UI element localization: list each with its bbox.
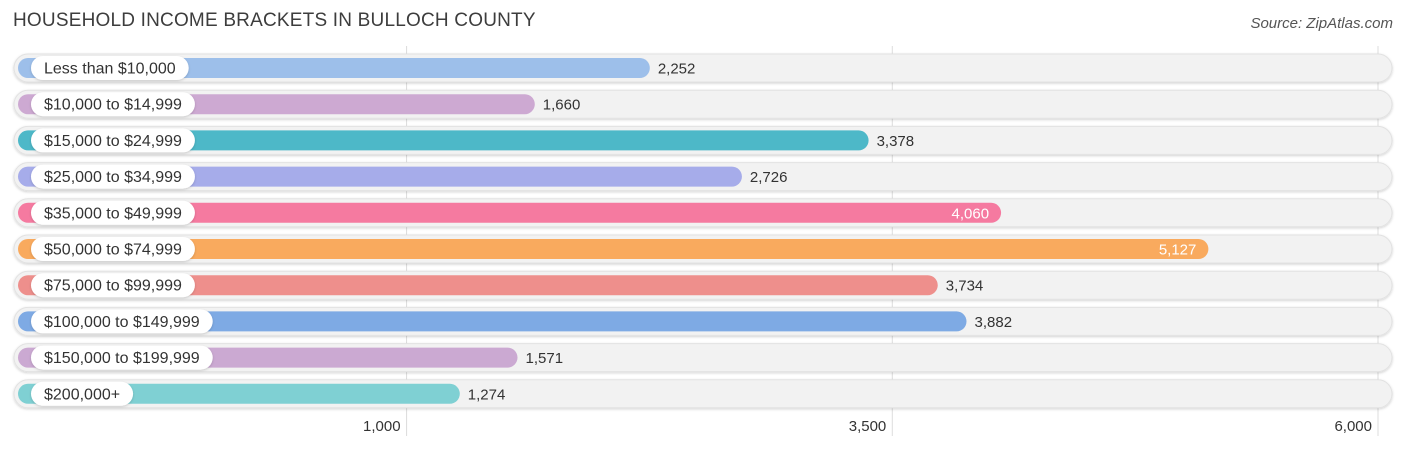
bar [18,130,869,151]
value-label: 4,060 [952,205,990,222]
value-label: 1,660 [543,97,581,114]
x-tick-label: 6,000 [1334,418,1372,435]
value-label: 2,252 [658,61,696,78]
value-label: 3,378 [877,133,915,150]
category-pill [31,345,213,370]
bar [18,166,742,187]
category-label: $10,000 to $14,999 [44,97,182,114]
bar-row: $75,000 to $99,999 3,734 [13,270,1393,300]
bar-row: $200,000+ 1,274 [13,379,1393,409]
category-label: $150,000 to $199,999 [44,350,200,367]
chart-source: Source: ZipAtlas.com [1250,15,1393,32]
category-pill [31,92,195,117]
category-pill [31,200,195,225]
category-pill [31,164,195,189]
bar-row: $35,000 to $49,999 4,060 [13,198,1393,228]
bar [18,239,1209,259]
category-pill [31,381,134,406]
bar-row: $100,000 to $149,999 3,882 [13,306,1393,336]
x-tick-label: 1,000 [363,418,401,435]
bar-row: $10,000 to $14,999 1,660 [13,89,1393,119]
value-label: 2,726 [750,169,788,186]
category-label: $15,000 to $24,999 [44,133,182,150]
bar [18,202,1002,223]
value-label: 1,571 [526,350,564,367]
value-label: 3,734 [946,278,984,295]
category-pill [31,309,213,334]
bar-row: Less than $10,000 2,252 [13,53,1393,83]
category-label: $100,000 to $149,999 [44,314,200,331]
category-label: $200,000+ [44,386,120,403]
category-label: Less than $10,000 [44,61,176,78]
bar [18,311,967,332]
category-label: $25,000 to $34,999 [44,169,182,186]
category-pill [31,128,195,153]
value-label: 3,882 [975,314,1013,331]
value-label: 5,127 [1159,242,1197,259]
value-label: 1,274 [468,386,506,403]
category-label: $50,000 to $74,999 [44,242,182,259]
bar-row: $25,000 to $34,999 2,726 [13,162,1393,192]
category-pill [31,56,189,80]
x-tick-label: 3,500 [849,418,887,435]
bar-row: $150,000 to $199,999 1,571 [13,343,1393,373]
bar-row: $50,000 to $74,999 5,127 [13,234,1393,264]
category-pill [31,273,195,298]
category-label: $75,000 to $99,999 [44,278,182,295]
category-label: $35,000 to $49,999 [44,205,182,222]
bar [18,275,938,296]
bar-row: $15,000 to $24,999 3,378 [13,125,1393,155]
category-pill [31,237,195,261]
chart-title: HOUSEHOLD INCOME BRACKETS IN BULLOCH COU… [13,10,536,31]
